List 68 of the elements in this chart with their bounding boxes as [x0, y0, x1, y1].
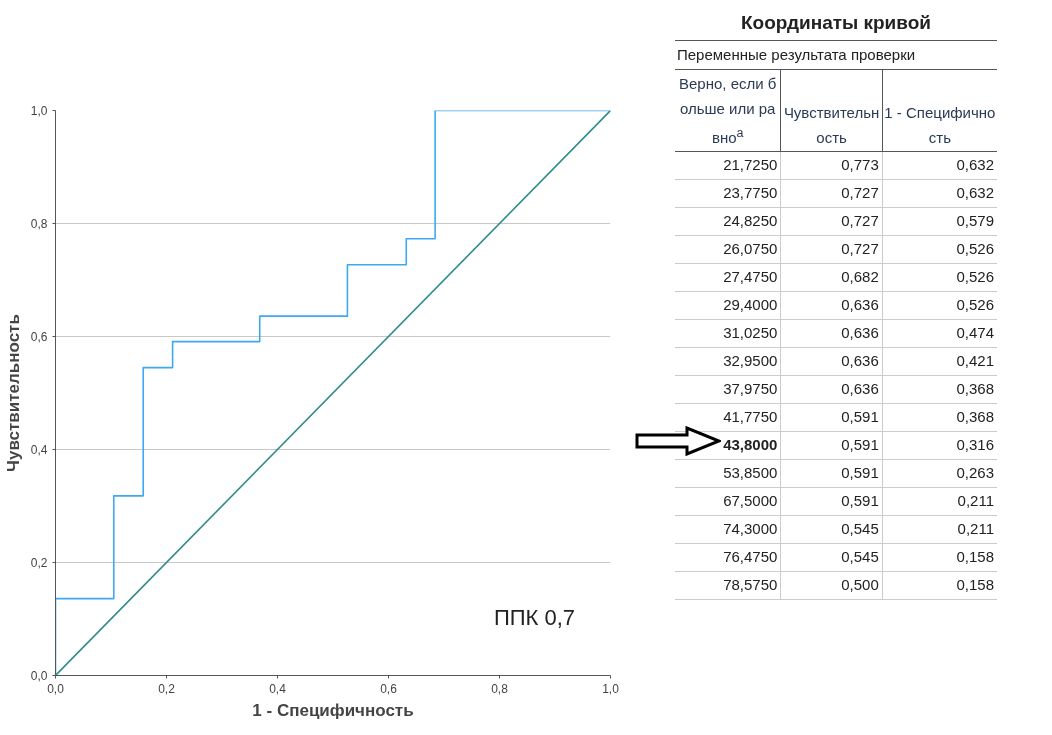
- x-tick-label: 1,0: [602, 681, 620, 696]
- text: 53,8500: [723, 463, 778, 484]
- text: 0,591: [841, 463, 879, 484]
- text: 21,7250: [723, 155, 778, 176]
- text: 31,0250: [723, 323, 778, 344]
- text: 0,727: [841, 183, 879, 204]
- text: 41,7750: [723, 407, 778, 428]
- annotation: ППК 0,7: [493, 605, 576, 631]
- text: 0,632: [956, 155, 994, 176]
- text: 0,316: [956, 435, 994, 456]
- text: 24,8250: [723, 211, 778, 232]
- text: 0,727: [841, 239, 879, 260]
- text: 0,526: [956, 295, 994, 316]
- text: 78,5750: [723, 575, 778, 596]
- text: 0,591: [841, 407, 879, 428]
- text: 0,636: [841, 351, 879, 372]
- text: Координаты кривой: [675, 5, 997, 41]
- text: 0,474: [956, 323, 994, 344]
- text: 0,211: [957, 519, 994, 540]
- text: 0,591: [841, 491, 879, 512]
- text: 43,8000: [723, 435, 778, 456]
- text: 0,500: [841, 575, 879, 596]
- text: 0,682: [841, 267, 879, 288]
- text: 0,526: [956, 267, 994, 288]
- text: 0,158: [956, 575, 994, 596]
- text: 0,591: [841, 435, 879, 456]
- text: 0,545: [841, 547, 879, 568]
- y-tick-label: 0,8: [30, 217, 48, 231]
- text: 37,9750: [723, 379, 778, 400]
- text: 32,9500: [723, 351, 778, 372]
- x-tick-label: 0,0: [47, 681, 65, 696]
- text: 0,263: [956, 463, 994, 484]
- x-tick-label: 0,6: [380, 681, 398, 696]
- text: 0,368: [956, 379, 994, 400]
- x-tick-label: 0,4: [269, 681, 287, 696]
- x-axis-title: 1 - Специфичность: [252, 700, 414, 720]
- x-tick-label: 0,2: [158, 681, 176, 696]
- text: 0,211: [957, 491, 994, 512]
- text: 23,7750: [723, 183, 778, 204]
- y-axis-title: Чувствительность: [3, 314, 23, 472]
- text: 0,421: [956, 351, 994, 372]
- category-label: 1 - Специфичность: [882, 69, 997, 152]
- text: 0,727: [841, 211, 879, 232]
- text: 74,3000: [723, 519, 778, 540]
- text: Переменные результата проверки: [675, 40, 997, 70]
- text: 0,526: [956, 239, 994, 260]
- text: 0,579: [956, 211, 994, 232]
- text: 0,636: [841, 379, 879, 400]
- y-tick-label: 0,0: [30, 669, 48, 683]
- text: 26,0750: [723, 239, 778, 260]
- category-label: Верно, если больше или равно$^{а}$: [675, 69, 781, 152]
- text: 0,158: [956, 547, 994, 568]
- text: 76,4750: [723, 547, 778, 568]
- y-tick-label: 0,4: [30, 443, 48, 457]
- x-tick-label: 0,8: [491, 681, 509, 696]
- text: 0,545: [841, 519, 879, 540]
- category-label: Чувствительность: [780, 69, 883, 152]
- y-tick-label: 0,6: [30, 330, 48, 344]
- text: 67,5000: [723, 491, 778, 512]
- text: 27,4750: [723, 267, 778, 288]
- text: 0,636: [841, 323, 879, 344]
- y-tick-label: 0,2: [30, 556, 48, 570]
- text: 0,636: [841, 295, 879, 316]
- text: 0,368: [956, 407, 994, 428]
- text: 0,773: [841, 155, 879, 176]
- y-tick-label: 1,0: [30, 104, 48, 118]
- text: 29,4000: [723, 295, 778, 316]
- text: 0,632: [956, 183, 994, 204]
